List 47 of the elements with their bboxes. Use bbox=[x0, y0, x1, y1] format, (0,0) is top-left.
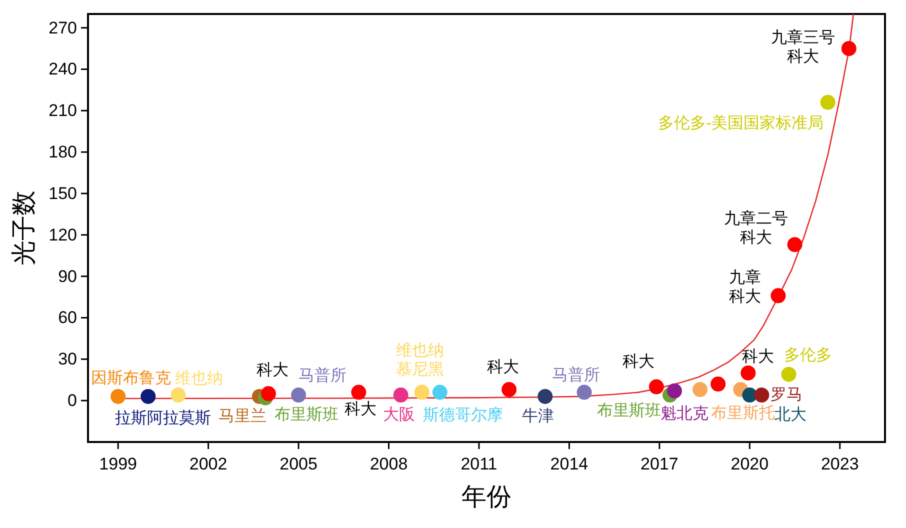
series-label: 布里斯班 bbox=[596, 402, 661, 420]
x-tick-label: 2020 bbox=[730, 454, 769, 474]
series-label: 科大 bbox=[487, 358, 520, 376]
series-label: 北大 bbox=[774, 406, 807, 424]
y-tick-label: 120 bbox=[48, 225, 77, 244]
series-label: 维也纳慕尼黑 bbox=[396, 341, 444, 378]
series-label: 布里斯托 bbox=[711, 404, 776, 422]
series-label: 九章三号科大 bbox=[770, 28, 835, 66]
y-tick-label: 60 bbox=[58, 308, 77, 328]
y-axis-title: 光子数 bbox=[10, 190, 38, 266]
series-label: 牛津 bbox=[522, 406, 554, 425]
series-label: 马普所 bbox=[552, 366, 600, 384]
series-label: 维也纳 bbox=[175, 370, 224, 388]
series-label: 科大 bbox=[344, 400, 377, 418]
series-label: 斯德哥尔摩 bbox=[422, 406, 503, 424]
x-axis-title: 年份 bbox=[462, 483, 512, 511]
series-label: 科大 bbox=[622, 352, 654, 370]
x-tick-label: 2014 bbox=[550, 454, 588, 474]
y-tick-label: 180 bbox=[48, 142, 77, 162]
series-label: 九章二号科大 bbox=[724, 210, 788, 247]
series-label: 布里斯班 bbox=[274, 405, 338, 424]
y-tick-label: 150 bbox=[48, 184, 77, 203]
series-label: 科大 bbox=[742, 347, 774, 366]
series-label: 大阪 bbox=[382, 406, 415, 424]
y-tick-label: 270 bbox=[48, 18, 77, 38]
y-tick-label: 210 bbox=[48, 101, 77, 120]
series-label: 魁北克 bbox=[660, 404, 708, 422]
y-tick-label: 0 bbox=[68, 391, 77, 410]
series-label: 罗马 bbox=[770, 386, 803, 404]
x-tick-label: 2011 bbox=[460, 454, 498, 474]
series-label: 多伦多 bbox=[784, 346, 832, 364]
x-tick-label: 1999 bbox=[99, 454, 137, 474]
x-tick-label: 2023 bbox=[820, 454, 859, 474]
x-tick-label: 2005 bbox=[280, 454, 318, 474]
y-tick-label: 90 bbox=[58, 266, 77, 286]
series-label: 因斯布鲁克 bbox=[91, 368, 172, 387]
series-label: 马普所 bbox=[298, 366, 347, 385]
x-tick-label: 2017 bbox=[640, 454, 678, 474]
series-label: 拉斯阿拉莫斯 bbox=[115, 408, 212, 427]
series-label: 马里兰 bbox=[218, 406, 266, 425]
y-tick-label: 30 bbox=[58, 350, 77, 369]
series-label: 多伦多-美国国家标准局 bbox=[658, 114, 824, 132]
x-tick-label: 2008 bbox=[370, 454, 408, 474]
x-tick-label: 2002 bbox=[189, 454, 228, 474]
y-tick-label: 240 bbox=[48, 60, 77, 79]
series-label: 九章科大 bbox=[729, 268, 762, 306]
series-label: 科大 bbox=[256, 361, 288, 380]
